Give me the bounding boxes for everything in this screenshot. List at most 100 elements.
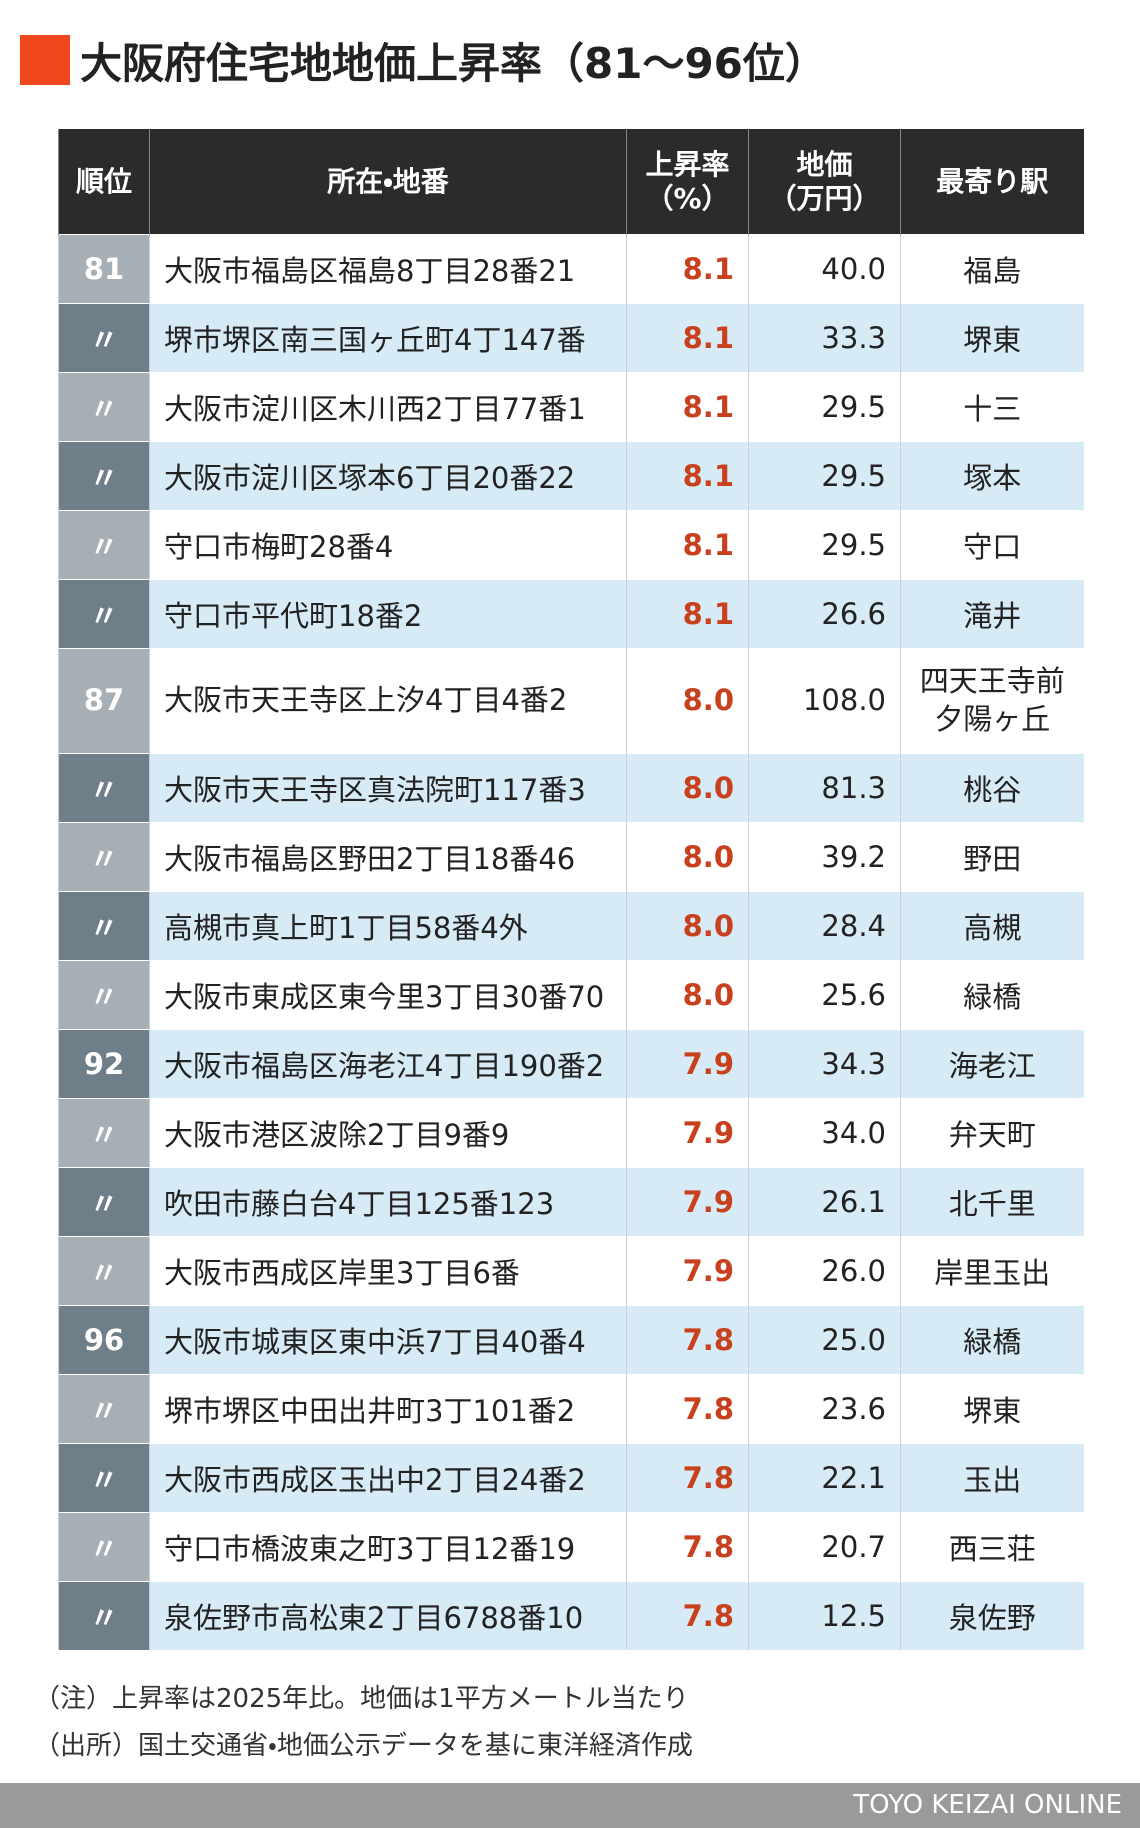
rank-cell: 〃 [58, 441, 150, 511]
rank-cell: 〃 [58, 1236, 150, 1306]
table-row: 81 大阪市福島区福島8丁目28番21 8.1 40.0 福島 [58, 234, 1084, 304]
rank-cell: 〃 [58, 1581, 150, 1650]
station-cell: 玉出 [900, 1443, 1084, 1513]
address-cell: 高槻市真上町1丁目58番4外 [149, 891, 627, 961]
address-cell: 守口市平代町18番2 [149, 579, 627, 649]
table-row: 〃大阪市西成区玉出中2丁目24番2 7.8 22.1 玉出 [58, 1443, 1084, 1513]
address-cell: 大阪市西成区岸里3丁目6番 [149, 1236, 627, 1306]
table-row: 〃堺市堺区中田出井町3丁101番2 7.8 23.6 堺東 [58, 1374, 1084, 1444]
price-cell: 29.5 [748, 372, 901, 442]
rate-cell: 7.9 [626, 1167, 749, 1237]
rank-cell: 81 [58, 234, 150, 304]
table-row: 〃高槻市真上町1丁目58番4外 8.0 28.4 高槻 [58, 891, 1084, 961]
cell-line: 夕陽ヶ丘 [934, 702, 1051, 736]
rate-cell: 7.9 [626, 1029, 749, 1099]
price-cell: 12.5 [748, 1581, 901, 1650]
header-cell: 地価 （万円） [748, 129, 901, 235]
price-cell: 25.0 [748, 1305, 901, 1375]
rate-cell: 7.8 [626, 1374, 749, 1444]
address-cell: 大阪市福島区野田2丁目18番46 [149, 822, 627, 892]
station-cell: 守口 [900, 510, 1084, 580]
header-cell: 上昇率 （%） [626, 129, 749, 235]
station-cell: 高槻 [900, 891, 1084, 961]
rank-cell: 〃 [58, 1443, 150, 1513]
table-row: 〃堺市堺区南三国ヶ丘町4丁147番 8.1 33.3 堺東 [58, 303, 1084, 373]
table-row: 92 大阪市福島区海老江4丁目190番2 7.9 34.3 海老江 [58, 1029, 1084, 1099]
station-cell: 緑橋 [900, 960, 1084, 1030]
rate-cell: 8.0 [626, 753, 749, 823]
price-cell: 26.6 [748, 579, 901, 649]
address-cell: 堺市堺区南三国ヶ丘町4丁147番 [149, 303, 627, 373]
header-cell: 最寄り駅 [900, 129, 1084, 235]
rate-cell: 7.9 [626, 1236, 749, 1306]
title-marker [20, 35, 70, 85]
address-cell: 大阪市港区波除2丁目9番9 [149, 1098, 627, 1168]
price-cell: 26.0 [748, 1236, 901, 1306]
station-cell: 福島 [900, 234, 1084, 304]
rate-cell: 7.8 [626, 1581, 749, 1650]
table-row: 〃大阪市福島区野田2丁目18番46 8.0 39.2 野田 [58, 822, 1084, 892]
table-row: 87 大阪市天王寺区上汐4丁目4番2 8.0 108.0 四天王寺前 夕陽ヶ丘 [58, 648, 1084, 754]
cell-line: 最寄り駅 [936, 164, 1049, 198]
price-cell: 40.0 [748, 234, 901, 304]
table-body: 81 大阪市福島区福島8丁目28番21 8.1 40.0 福島〃堺市堺区南三国ヶ丘町4丁… [58, 234, 1084, 1650]
table-row: 〃守口市橋波東之町3丁目12番19 7.8 20.7 西三荘 [58, 1512, 1084, 1582]
price-cell: 33.3 [748, 303, 901, 373]
header-cell: 所在・地番 [149, 129, 627, 235]
rank-cell: 〃 [58, 1167, 150, 1237]
rate-cell: 8.0 [626, 822, 749, 892]
rate-cell: 7.8 [626, 1512, 749, 1582]
rank-cell: 〃 [58, 1512, 150, 1582]
address-cell: 吹田市藤白台4丁目125番123 [149, 1167, 627, 1237]
cell-line: （万円） [768, 181, 881, 215]
address-cell: 守口市橋波東之町3丁目12番19 [149, 1512, 627, 1582]
rank-cell: 〃 [58, 960, 150, 1030]
notes: （注）上昇率は2025年比。地価は1平方メートル当たり （出所）国土交通省・地価… [34, 1676, 693, 1770]
price-cell: 29.5 [748, 441, 901, 511]
cell-line: 地価 [796, 147, 853, 181]
rank-cell: 〃 [58, 1098, 150, 1168]
station-cell: 十三 [900, 372, 1084, 442]
table-row: 〃大阪市西成区岸里3丁目6番 7.9 26.0 岸里玉出 [58, 1236, 1084, 1306]
cell-line: 四天王寺前 [919, 664, 1065, 699]
rank-cell: 〃 [58, 891, 150, 961]
station-cell: 泉佐野 [900, 1581, 1084, 1650]
rate-cell: 8.0 [626, 891, 749, 961]
price-cell: 26.1 [748, 1167, 901, 1237]
rate-cell: 7.8 [626, 1305, 749, 1375]
address-cell: 大阪市城東区東中浜7丁目40番4 [149, 1305, 627, 1375]
address-cell: 堺市堺区中田出井町3丁101番2 [149, 1374, 627, 1444]
station-cell: 堺東 [900, 303, 1084, 373]
footer: TOYO KEIZAI ONLINE [0, 1783, 1140, 1828]
data-table: 順位 所在・地番 上昇率 （%） 地価 （万円） 最寄り駅 81 大阪市福島区福島8丁目28番… [58, 129, 1084, 1650]
station-cell: 弁天町 [900, 1098, 1084, 1168]
address-cell: 大阪市西成区玉出中2丁目24番2 [149, 1443, 627, 1513]
rate-cell: 8.1 [626, 441, 749, 511]
address-cell: 大阪市天王寺区真法院町117番3 [149, 753, 627, 823]
rate-cell: 7.9 [626, 1098, 749, 1168]
rate-cell: 7.8 [626, 1443, 749, 1513]
note: （出所）国土交通省・地価公示データを基に東洋経済作成 [34, 1731, 693, 1761]
table-row: 〃守口市平代町18番2 8.1 26.6 滝井 [58, 579, 1084, 649]
rank-cell: 87 [58, 648, 150, 754]
cell-line: 上昇率 [645, 147, 730, 181]
address-cell: 大阪市福島区福島8丁目28番21 [149, 234, 627, 304]
station-cell: 海老江 [900, 1029, 1084, 1099]
table-row: 〃守口市梅町28番4 8.1 29.5 守口 [58, 510, 1084, 580]
price-cell: 22.1 [748, 1443, 901, 1513]
rank-cell: 〃 [58, 1374, 150, 1444]
rate-cell: 8.1 [626, 303, 749, 373]
rank-cell: 96 [58, 1305, 150, 1375]
table-row: 〃大阪市港区波除2丁目9番9 7.9 34.0 弁天町 [58, 1098, 1084, 1168]
rate-cell: 8.1 [626, 510, 749, 580]
rate-cell: 8.1 [626, 579, 749, 649]
address-cell: 大阪市東成区東今里3丁目30番70 [149, 960, 627, 1030]
title: 大阪府住宅地地価上昇率（81〜96位） [80, 38, 827, 88]
table-row: 〃大阪市淀川区木川西2丁目77番1 8.1 29.5 十三 [58, 372, 1084, 442]
cell-line: （%） [645, 181, 730, 215]
station-cell: 岸里玉出 [900, 1236, 1084, 1306]
cell-line: 所在・地番 [327, 164, 449, 198]
address-cell: 大阪市淀川区木川西2丁目77番1 [149, 372, 627, 442]
station-cell: 北千里 [900, 1167, 1084, 1237]
